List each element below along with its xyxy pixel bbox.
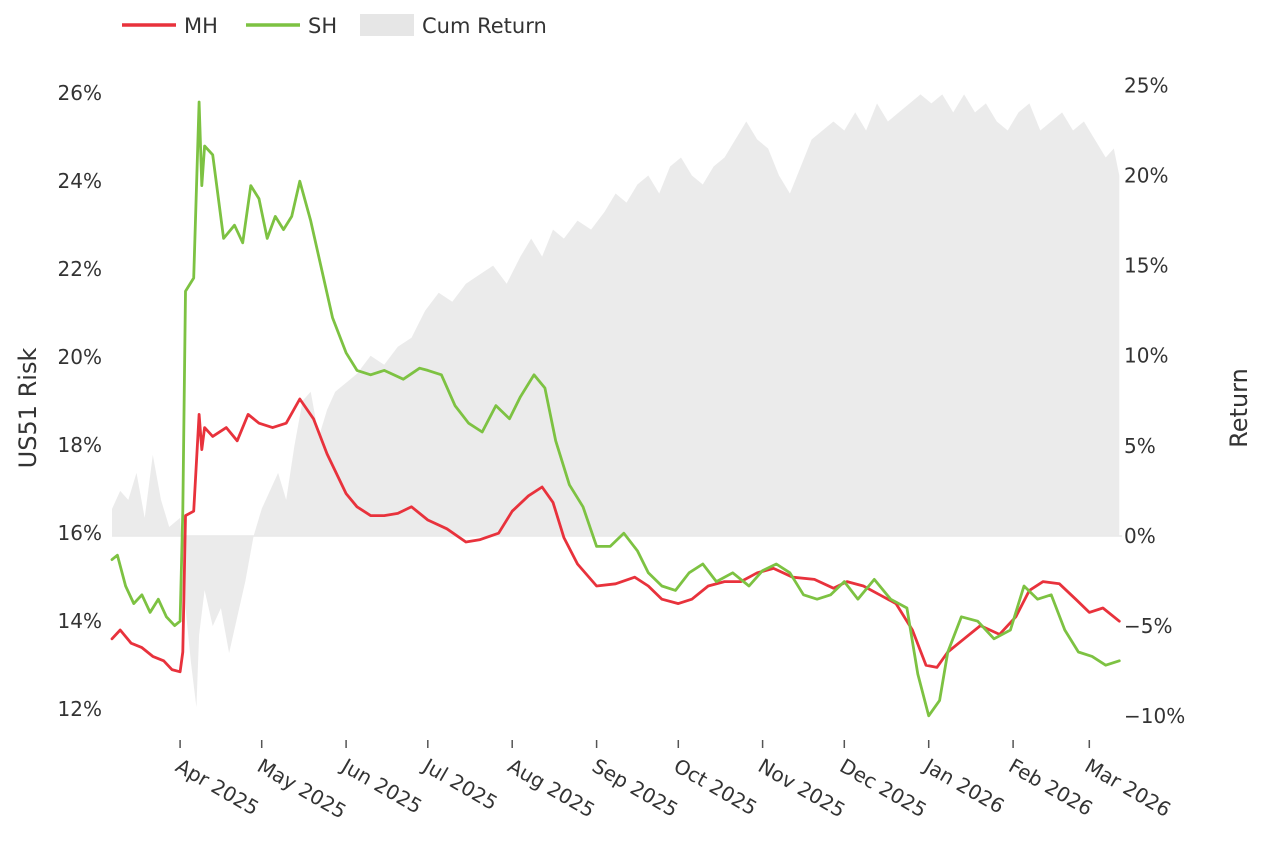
legend-label-sh: SH: [308, 14, 337, 38]
x-tick-label: Apr 2025: [172, 754, 264, 821]
right-y-axis: −10% −5% 0% 5% 10% 15% 20% 25%: [1124, 73, 1185, 728]
left-tick-label: 22%: [58, 257, 102, 281]
series-mh-line: [110, 397, 1121, 674]
right-tick-label: 0%: [1124, 524, 1156, 548]
right-tick-label: −5%: [1124, 614, 1173, 638]
x-tick-label: Jun 2025: [336, 753, 426, 819]
left-tick-label: 16%: [58, 521, 102, 545]
x-tick-label: Jan 2026: [918, 753, 1008, 819]
x-tick-label: Aug 2025: [504, 754, 599, 823]
legend: MH SH Cum Return: [122, 14, 547, 38]
x-tick-label: Nov 2025: [754, 754, 849, 823]
x-tick-label: Dec 2025: [836, 754, 931, 823]
left-tick-label: 26%: [58, 81, 102, 105]
x-tick-label: Feb 2026: [1005, 754, 1097, 821]
right-tick-label: −10%: [1124, 704, 1185, 728]
right-tick-label: 20%: [1124, 164, 1168, 188]
left-tick-label: 12%: [58, 697, 102, 721]
x-tick-label: May 2025: [253, 754, 350, 824]
left-axis-title: US51 Risk: [14, 348, 42, 469]
left-tick-label: 24%: [58, 169, 102, 193]
right-tick-label: 5%: [1124, 434, 1156, 458]
series-cum-return-area: [112, 94, 1120, 708]
x-tick-label: Jul 2025: [418, 753, 502, 815]
legend-label-cum-return: Cum Return: [422, 14, 547, 38]
cum-return-area-layer: [112, 94, 1122, 708]
risk-lines-layer: [110, 100, 1121, 718]
right-tick-label: 15%: [1124, 254, 1168, 278]
x-tick-label: Mar 2026: [1081, 754, 1175, 822]
left-tick-label: 20%: [58, 345, 102, 369]
legend-label-mh: MH: [184, 14, 218, 38]
legend-swatch-cum-return: [360, 14, 414, 36]
left-tick-label: 14%: [58, 609, 102, 633]
left-y-axis: 12% 14% 16% 18% 20% 22% 24% 26%: [58, 81, 102, 721]
x-tick-label: Oct 2025: [670, 754, 762, 821]
series-sh-line: [110, 100, 1121, 718]
x-tick-label: Sep 2025: [588, 754, 682, 822]
right-tick-label: 25%: [1124, 73, 1168, 97]
right-tick-label: 10%: [1124, 344, 1168, 368]
right-axis-title: Return: [1225, 368, 1253, 448]
left-tick-label: 18%: [58, 433, 102, 457]
